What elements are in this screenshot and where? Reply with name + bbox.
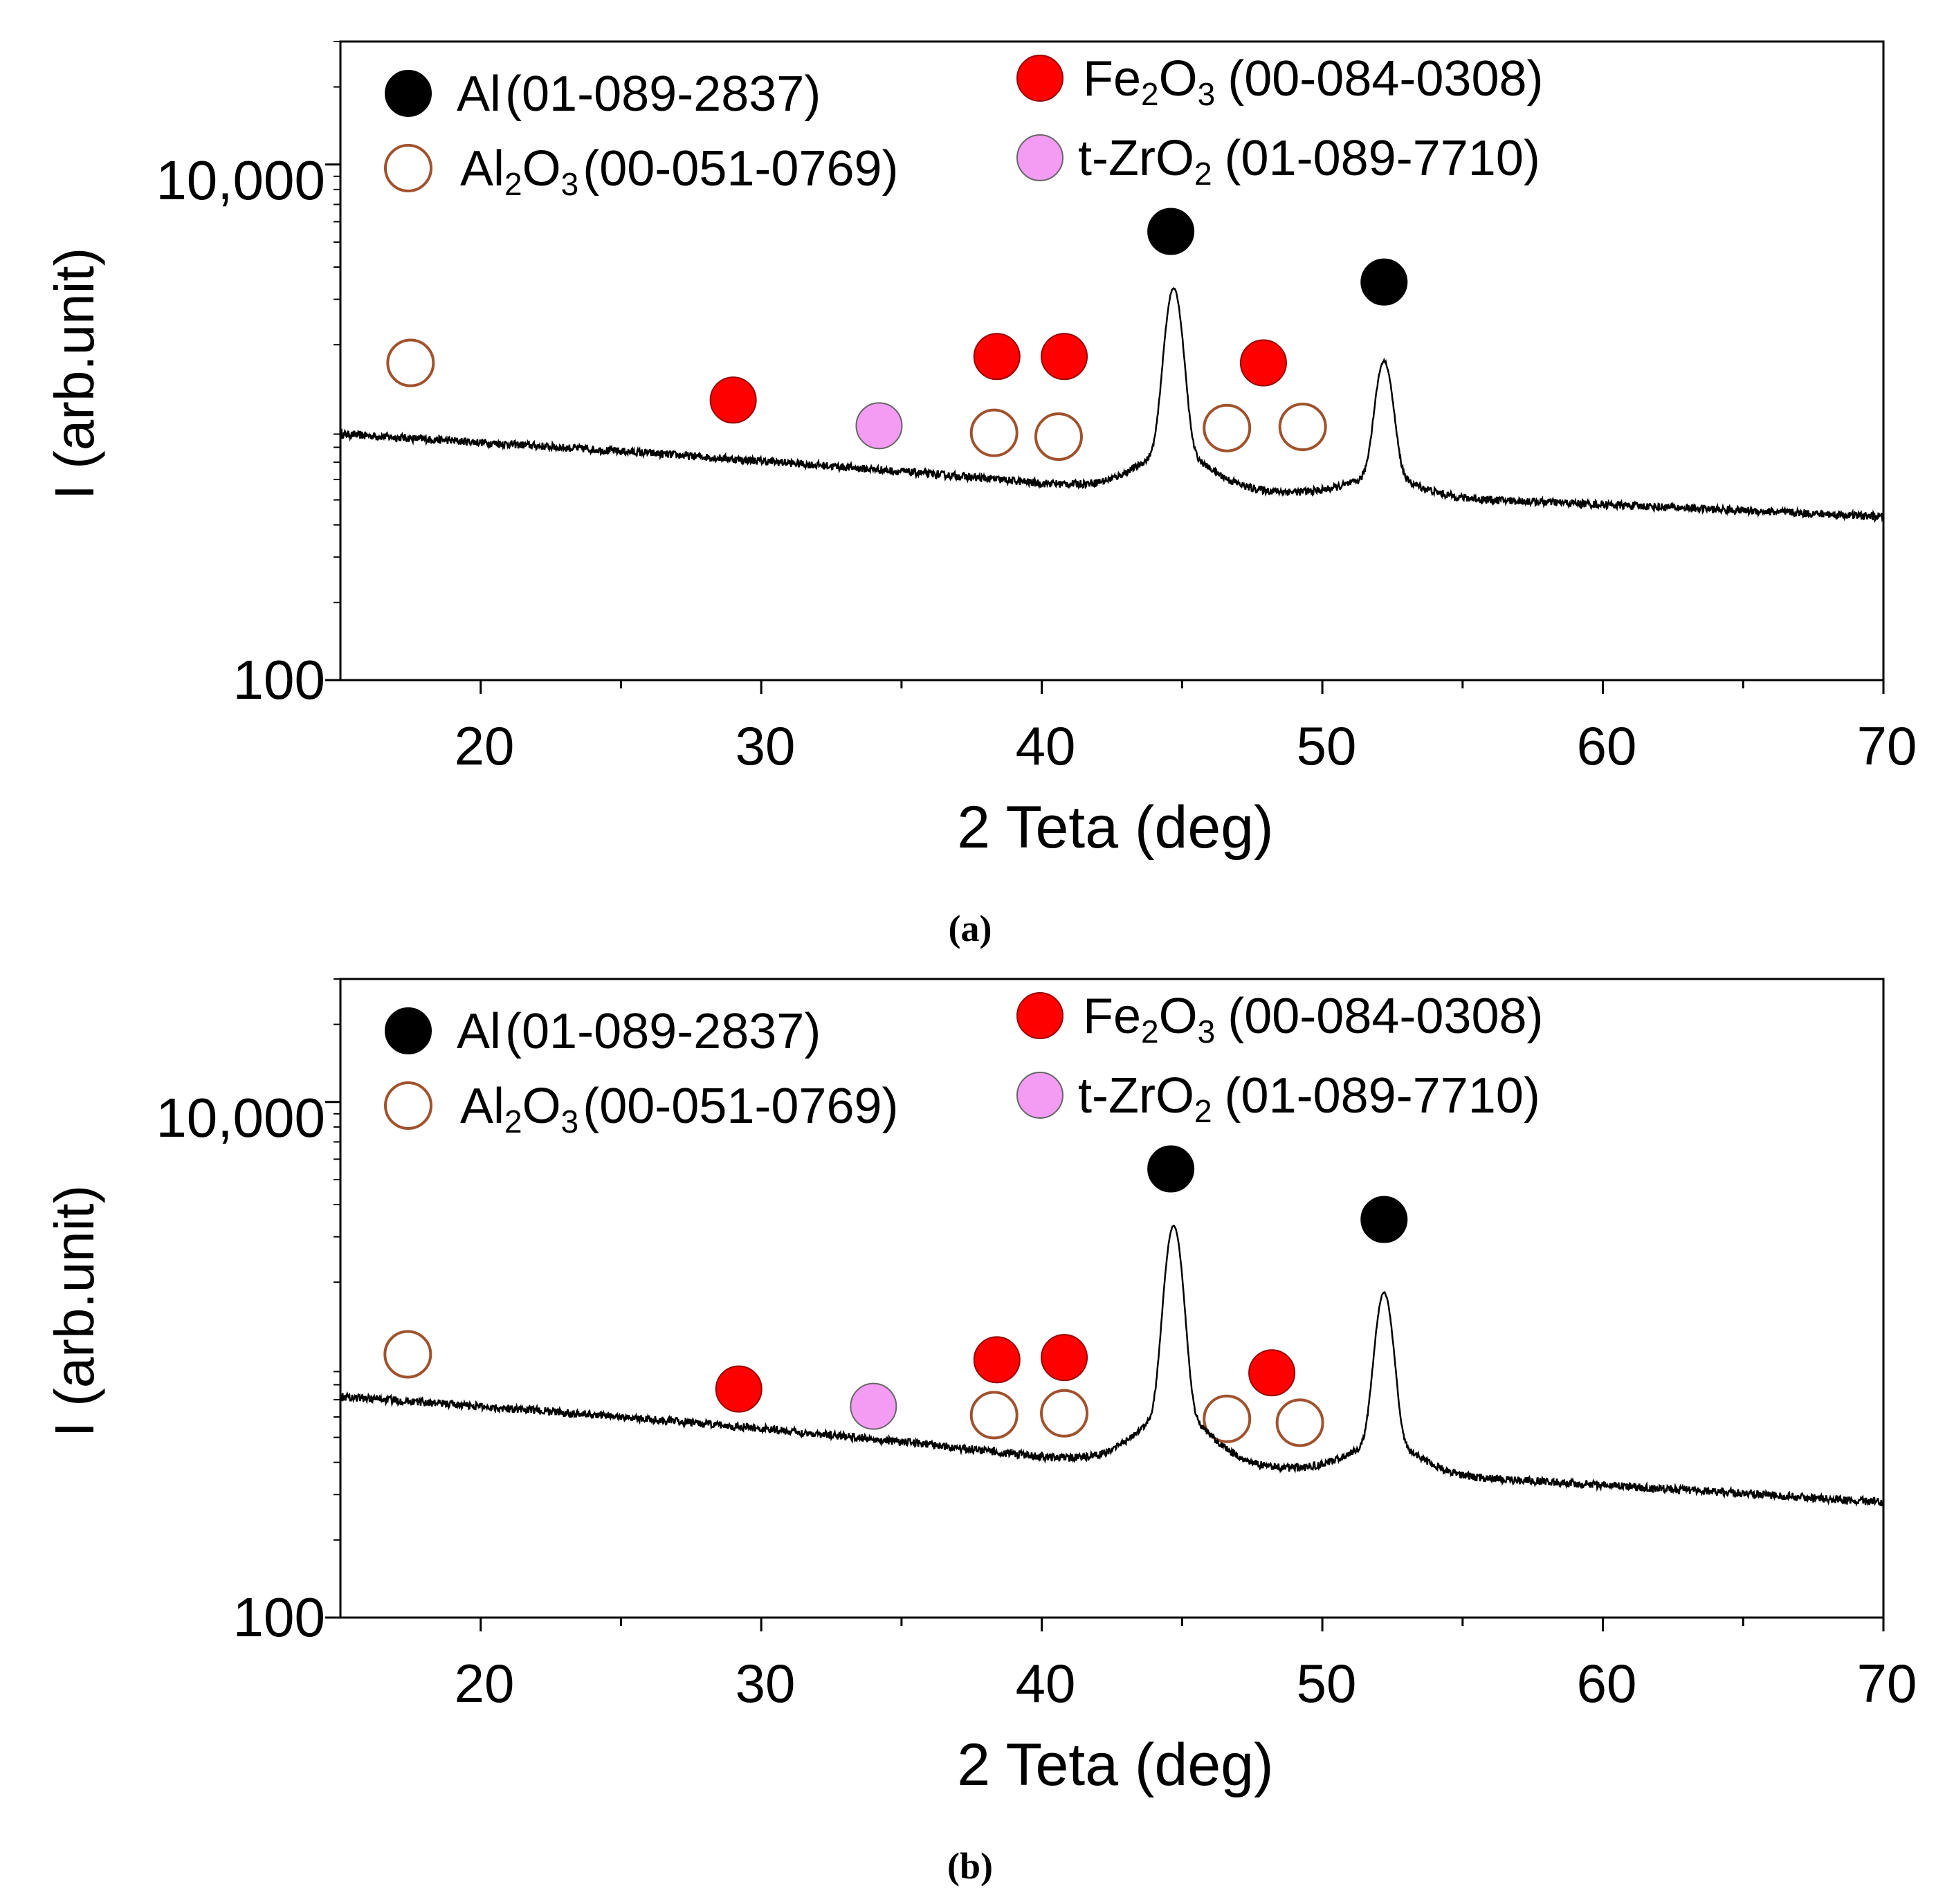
legend-entry-zro2: t-ZrO2 (01-089-7710) (1016, 1068, 1540, 1129)
legend-al-label: Al(01-089-2837) (457, 66, 821, 122)
legend-entry-al2o3: Al2O3(00-051-0769) (384, 1079, 899, 1139)
x-tick-label-30: 30 (736, 715, 796, 776)
panel-caption-b: (b) (947, 1845, 993, 1887)
legend-entry-al: Al(01-089-2837) (385, 66, 821, 122)
zro2-marker-icon (1016, 1072, 1063, 1119)
al2o3-phase-marker (1278, 402, 1327, 451)
y-minor-ticks (325, 978, 340, 1619)
x-ticks (480, 680, 1885, 694)
al2o3-phase-marker (1275, 1398, 1324, 1447)
x-tick-label-70: 70 (1857, 1653, 1917, 1714)
xrd-trace-b (340, 1225, 1885, 1507)
x-tick-label-50: 50 (1297, 1653, 1357, 1714)
x-axis-label: 2 Teta (deg) (957, 794, 1273, 861)
legend-al2o3-label: Al2O3(00-051-0769) (460, 141, 899, 202)
legend-al2o3-label: Al2O3(00-051-0769) (460, 1079, 899, 1139)
x-ticks (480, 1618, 1885, 1631)
legend-zro2-label: t-ZrO2 (01-089-7710) (1078, 1068, 1540, 1129)
y-axis-label: I (arb.unit) (44, 248, 105, 500)
al2o3-phase-marker (1203, 403, 1252, 452)
al-marker-icon (385, 1007, 432, 1054)
al-phase-marker (1360, 1196, 1408, 1243)
x-axis-label: 2 Teta (deg) (957, 1732, 1273, 1798)
y-tick-label-10000: 10,000 (156, 1087, 325, 1148)
zro2-marker-icon (1016, 134, 1063, 181)
x-tick-label-40: 40 (1016, 715, 1076, 776)
al-marker-icon (385, 70, 432, 117)
al2o3-phase-marker (1034, 412, 1083, 461)
fe2o3-phase-marker (715, 1365, 763, 1413)
phase-markers (383, 1145, 1408, 1447)
legend-fe2o3-label: Fe2O3 (00-084-0308) (1083, 989, 1544, 1050)
x-tick-label-40: 40 (1016, 1653, 1076, 1714)
zro2-phase-marker (850, 1382, 897, 1430)
legend-entry-al2o3: Al2O3(00-051-0769) (384, 141, 899, 202)
y-tick-label-100: 100 (233, 1586, 325, 1648)
x-tick-label-30: 30 (736, 1653, 796, 1714)
al2o3-phase-marker (969, 408, 1019, 457)
phase-markers (386, 208, 1408, 461)
al-phase-marker (1147, 1145, 1195, 1193)
al2o3-phase-marker (383, 1330, 432, 1379)
al2o3-phase-marker (1040, 1389, 1089, 1438)
al2o3-phase-marker (969, 1391, 1019, 1440)
fe2o3-phase-marker (709, 376, 757, 424)
y-tick-label-100: 100 (233, 649, 325, 711)
legend-entry-fe2o3: Fe2O3 (00-084-0308) (1016, 51, 1544, 112)
fe2o3-phase-marker (1239, 339, 1287, 387)
al2o3-phase-marker (1203, 1394, 1252, 1443)
y-axis-label: I (arb.unit) (44, 1185, 105, 1438)
x-tick-label-50: 50 (1297, 715, 1357, 776)
fe2o3-marker-icon (1016, 992, 1063, 1039)
fe2o3-phase-marker (973, 1336, 1021, 1384)
y-tick-label-10000: 10,000 (156, 149, 325, 211)
legend-al-label: Al(01-089-2837) (457, 1004, 821, 1059)
fe2o3-phase-marker (1041, 1334, 1088, 1382)
x-tick-label-60: 60 (1577, 1653, 1637, 1714)
legend-zro2-label: t-ZrO2 (01-089-7710) (1078, 131, 1540, 192)
panel-a: Al(01-089-2837) Al2O3(00-051-0769) Fe2O3… (44, 40, 1917, 949)
x-tick-label-20: 20 (455, 715, 515, 776)
x-tick-label-60: 60 (1577, 715, 1637, 776)
al-phase-marker (1147, 208, 1195, 255)
plot-frame (339, 978, 1885, 1619)
legend-fe2o3-label: Fe2O3 (00-084-0308) (1083, 51, 1544, 112)
xrd-trace-a (339, 286, 1885, 524)
x-tick-label-70: 70 (1857, 715, 1917, 776)
legend-entry-al: Al(01-089-2837) (385, 1004, 821, 1059)
al2o3-marker-icon (384, 1081, 432, 1130)
fe2o3-phase-marker (1041, 333, 1088, 381)
panel-b: Al(01-089-2837) Al2O3(00-051-0769) Fe2O3… (44, 978, 1917, 1887)
legend: Al(01-089-2837) Al2O3(00-051-0769) Fe2O3… (384, 51, 1544, 202)
legend-entry-zro2: t-ZrO2 (01-089-7710) (1016, 131, 1540, 192)
legend: Al(01-089-2837) Al2O3(00-051-0769) Fe2O3… (384, 989, 1544, 1139)
fe2o3-phase-marker (1248, 1349, 1296, 1397)
fe2o3-phase-marker (973, 333, 1021, 381)
panel-caption-a: (a) (949, 908, 992, 949)
zro2-phase-marker (855, 402, 903, 450)
x-tick-label-20: 20 (455, 1653, 515, 1714)
y-minor-ticks (325, 41, 340, 681)
al2o3-marker-icon (384, 144, 432, 192)
al-phase-marker (1360, 258, 1408, 306)
fe2o3-marker-icon (1016, 55, 1063, 102)
legend-entry-fe2o3: Fe2O3 (00-084-0308) (1016, 989, 1544, 1050)
al2o3-phase-marker (386, 338, 435, 387)
plot-frame (339, 40, 1885, 681)
